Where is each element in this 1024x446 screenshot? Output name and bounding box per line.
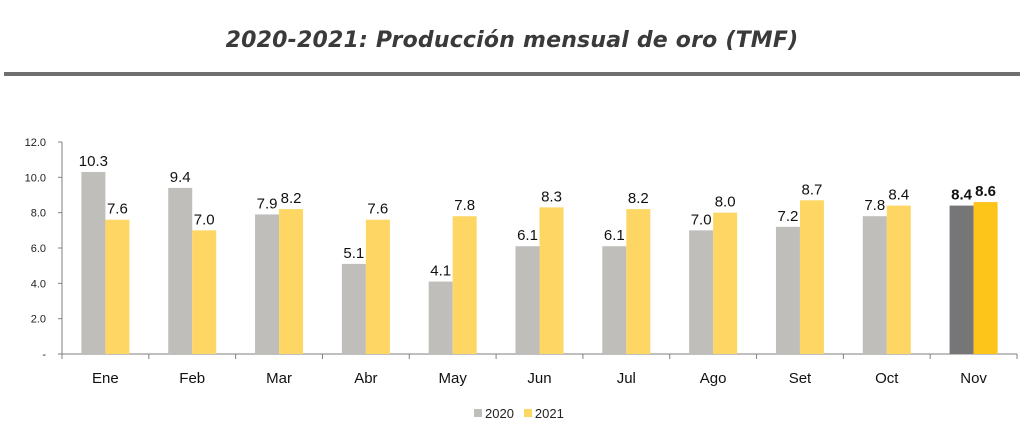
bar-2020-nov xyxy=(949,205,974,354)
bar-2020-ago xyxy=(689,230,714,354)
x-tick-label-mar: Mar xyxy=(266,370,292,387)
x-tick-label-oct: Oct xyxy=(875,370,899,387)
bar-2020-set xyxy=(775,226,800,354)
legend-label-2020: 2020 xyxy=(485,405,514,421)
y-tick-label: 8.0 xyxy=(31,208,46,220)
data-label-2021-oct: 8.4 xyxy=(888,187,909,204)
y-tick-label: 6.0 xyxy=(31,243,46,255)
x-tick-label-ene: Ene xyxy=(92,370,119,387)
y-tick-label: 4.0 xyxy=(31,278,46,290)
data-label-2021-nov: 8.6 xyxy=(975,183,996,200)
legend-label-2021: 2021 xyxy=(534,405,564,421)
bar-2021-oct xyxy=(886,205,911,354)
bar-2021-feb xyxy=(192,230,217,354)
bar-2020-abr xyxy=(341,263,366,354)
data-label-2021-set: 8.7 xyxy=(802,181,823,198)
x-tick-label-set: Set xyxy=(789,370,812,387)
data-label-2020-abr: 5.1 xyxy=(343,245,364,262)
data-label-2021-jul: 8.2 xyxy=(628,190,649,207)
x-tick-label-ago: Ago xyxy=(700,370,727,387)
y-tick-label: 2.0 xyxy=(31,314,46,326)
legend: 2020 2021 xyxy=(474,404,564,422)
bar-2020-mar xyxy=(255,214,280,354)
bar-2020-jun xyxy=(515,246,540,354)
data-label-2021-ene: 7.6 xyxy=(107,201,128,218)
data-label-2020-ago: 7.0 xyxy=(691,211,712,228)
legend-item-2020: 2020 xyxy=(474,406,514,421)
data-label-2021-abr: 7.6 xyxy=(367,201,388,218)
legend-swatch-2021 xyxy=(523,409,532,417)
data-label-2020-feb: 9.4 xyxy=(170,169,191,186)
data-label-2021-jun: 8.3 xyxy=(541,188,562,205)
bar-2020-jul xyxy=(602,246,627,354)
bar-2021-mar xyxy=(279,209,304,354)
bar-2020-ene xyxy=(81,172,106,354)
x-tick-label-feb: Feb xyxy=(179,370,205,387)
title-divider xyxy=(4,72,1020,76)
bar-2021-set xyxy=(799,200,824,354)
data-label-2021-mar: 8.2 xyxy=(281,190,302,207)
bar-2021-ago xyxy=(713,212,738,354)
bar-2021-jul xyxy=(626,209,651,354)
bar-2021-jun xyxy=(539,207,564,354)
x-tick-label-may: May xyxy=(439,370,468,387)
data-label-2020-jun: 6.1 xyxy=(517,227,538,244)
x-tick-label-jul: Jul xyxy=(617,370,636,387)
chart-title: 2020-2021: Producción mensual de oro (TM… xyxy=(225,28,799,53)
y-tick-label: - xyxy=(42,349,46,361)
bar-2021-ene xyxy=(105,219,130,354)
data-label-2020-may: 4.1 xyxy=(430,263,451,280)
data-label-2021-may: 7.8 xyxy=(454,197,475,214)
bar-2021-may xyxy=(452,216,477,354)
data-label-2020-mar: 7.9 xyxy=(257,195,278,212)
bar-2020-may xyxy=(428,281,453,354)
bar-2021-nov xyxy=(973,202,998,354)
data-label-2020-set: 7.2 xyxy=(778,208,799,225)
bar-2020-feb xyxy=(168,187,193,354)
data-label-2021-ago: 8.0 xyxy=(715,194,736,211)
data-label-2020-ene: 10.3 xyxy=(79,153,108,170)
y-tick-label: 12.0 xyxy=(25,137,46,149)
data-label-2020-jul: 6.1 xyxy=(604,227,625,244)
x-tick-label-abr: Abr xyxy=(354,370,377,387)
data-label-2021-feb: 7.0 xyxy=(194,211,215,228)
bar-2020-oct xyxy=(862,216,887,354)
x-tick-label-nov: Nov xyxy=(960,370,987,387)
data-label-2020-nov: 8.4 xyxy=(951,187,973,204)
bar-2021-abr xyxy=(365,219,390,354)
y-tick-label: 10.0 xyxy=(25,172,46,184)
data-label-2020-oct: 7.8 xyxy=(864,197,885,214)
x-tick-label-jun: Jun xyxy=(527,370,551,387)
legend-swatch-2020 xyxy=(474,409,482,417)
legend-item-2021: 2021 xyxy=(523,405,564,421)
